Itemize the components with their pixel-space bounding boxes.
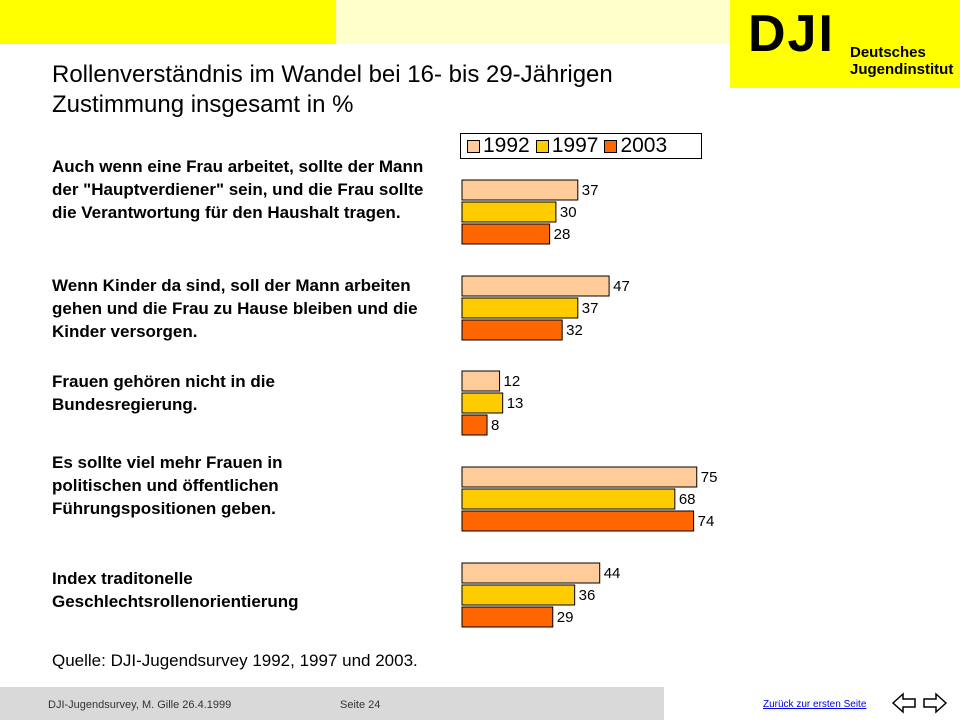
footer-bar: DJI-Jugendsurvey, M. Gille 26.4.1999 Sei… xyxy=(0,687,664,720)
chart-legend: 1992 1997 2003 xyxy=(460,133,702,159)
footer-author-date: DJI-Jugendsurvey, M. Gille 26.4.1999 xyxy=(48,699,232,711)
next-arrow-icon[interactable] xyxy=(922,690,948,716)
bar-q1-1992 xyxy=(461,179,579,201)
legend-swatch-1997 xyxy=(535,139,549,153)
bar-value-label-q2-2003: 32 xyxy=(566,322,583,339)
page-title: Rollenverständnis im Wandel bei 16- bis … xyxy=(52,60,613,120)
bar-q1-2003 xyxy=(461,223,551,245)
bar-value-label-q5-2003: 29 xyxy=(557,609,574,626)
logo-line-1: Deutsches xyxy=(850,44,926,61)
legend-item-1997: 1997 xyxy=(535,134,599,158)
legend-label-1997: 1997 xyxy=(551,134,599,157)
logo-line-2: Jugendinstitut xyxy=(850,61,954,78)
legend-item-1992: 1992 xyxy=(467,134,530,158)
legend-label-2003: 2003 xyxy=(620,134,668,157)
bar-q4-2003 xyxy=(461,510,695,532)
bar-value-label-q4-1992: 75 xyxy=(701,469,718,486)
question-1: Auch wenn eine Frau arbeitet, sollte der… xyxy=(52,157,424,222)
bar-value-label-q1-1992: 37 xyxy=(582,182,599,199)
question-3: Frauen gehören nicht in die Bundesregier… xyxy=(52,372,275,414)
bar-q2-1997 xyxy=(461,297,579,319)
previous-arrow-icon[interactable] xyxy=(891,690,917,716)
bar-value-label-q4-1997: 68 xyxy=(679,491,696,508)
bar-value-label-q4-2003: 74 xyxy=(698,513,715,530)
bar-value-label-q3-1997: 13 xyxy=(507,395,524,412)
legend-label-1992: 1992 xyxy=(483,134,530,157)
footer-page-number: Seite 24 xyxy=(340,699,381,711)
bar-value-label-q3-2003: 8 xyxy=(491,417,499,434)
back-to-first-page-link[interactable]: Zurück zur ersten Seite xyxy=(763,699,867,710)
bar-q5-1997 xyxy=(461,584,576,606)
title-line-1: Rollenverständnis im Wandel bei 16- bis … xyxy=(52,61,613,88)
top-pale-band xyxy=(336,0,730,44)
legend-swatch-1992 xyxy=(467,139,480,153)
bar-q4-1997 xyxy=(461,488,676,510)
bar-value-label-q1-1997: 30 xyxy=(560,204,577,221)
question-2: Wenn Kinder da sind, soll der Mann arbei… xyxy=(52,276,418,341)
bar-value-label-q5-1992: 44 xyxy=(604,565,621,582)
logo-text: Deutsches Jugendinstitut xyxy=(850,44,953,78)
bar-value-label-q2-1992: 47 xyxy=(613,278,630,295)
bar-value-label-q1-2003: 28 xyxy=(554,226,571,243)
question-4: Es sollte viel mehr Frauen in politische… xyxy=(52,453,283,518)
bar-q2-2003 xyxy=(461,319,563,341)
bar-q3-1997 xyxy=(461,392,504,414)
source-note: Quelle: DJI-Jugendsurvey 1992, 1997 und … xyxy=(52,651,418,670)
bar-q4-1992 xyxy=(461,466,698,488)
dji-logo: DJI Deutsches Jugendinstitut xyxy=(730,0,960,88)
bar-q5-1992 xyxy=(461,562,601,584)
bar-value-label-q3-1992: 12 xyxy=(504,373,521,390)
legend-swatch-2003 xyxy=(604,139,618,153)
bar-value-label-q2-1997: 37 xyxy=(582,300,599,317)
title-line-2: Zustimmung insgesamt in % xyxy=(52,91,354,118)
bar-q3-2003 xyxy=(461,414,488,436)
bar-value-label-q5-1997: 36 xyxy=(579,587,596,604)
bar-q3-1992 xyxy=(461,370,501,392)
bar-q5-2003 xyxy=(461,606,554,628)
bar-q2-1992 xyxy=(461,275,610,297)
logo-mark: DJI xyxy=(748,5,835,63)
question-5: Index traditonelle Geschlechtsrollenorie… xyxy=(52,569,299,611)
top-yellow-band xyxy=(0,0,336,44)
bar-q1-1997 xyxy=(461,201,557,223)
legend-item-2003: 2003 xyxy=(604,134,667,158)
